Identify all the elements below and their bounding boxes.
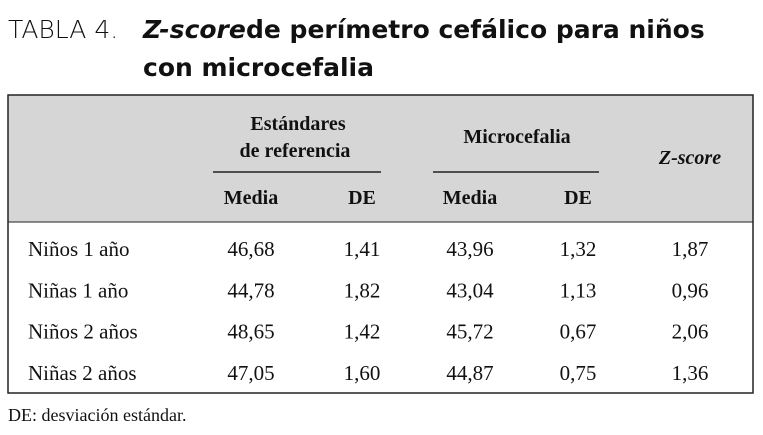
cell: 47,05 xyxy=(227,361,274,385)
subheader: DE xyxy=(348,187,376,209)
subheader: DE xyxy=(564,187,592,209)
cell: 46,68 xyxy=(227,237,274,261)
row-label: Niños 1 año xyxy=(28,237,130,261)
row-label: Niñas 2 años xyxy=(28,361,137,385)
title-line: con microcefalia xyxy=(143,53,374,82)
title-line: de perímetro cefálico para niños xyxy=(246,15,705,44)
cell: 1,41 xyxy=(344,237,381,261)
group-header: Estándares xyxy=(250,113,345,135)
group-header: Z-score xyxy=(658,147,721,169)
subheader: Media xyxy=(224,187,278,209)
cell: 0,75 xyxy=(560,361,597,385)
cell: 1,87 xyxy=(672,237,709,261)
cell: 1,32 xyxy=(560,237,597,261)
group-header: de referencia xyxy=(240,140,351,162)
cell: 45,72 xyxy=(446,320,493,344)
subheader: Media xyxy=(443,187,497,209)
title-label: TABLA 4. xyxy=(8,15,118,44)
row-label: Niños 2 años xyxy=(28,320,138,344)
cell: 44,78 xyxy=(227,278,274,302)
cell: 43,96 xyxy=(446,237,493,261)
header-background xyxy=(8,95,753,222)
footnote: DE: desviación estándar. xyxy=(8,405,186,425)
cell: 1,82 xyxy=(344,278,381,302)
cell: 0,96 xyxy=(672,278,709,302)
row-label: Niñas 1 año xyxy=(28,278,128,302)
group-header: Microcefalia xyxy=(463,126,570,148)
cell: 0,67 xyxy=(560,320,597,344)
cell: 1,60 xyxy=(344,361,381,385)
cell: 1,36 xyxy=(672,361,709,385)
cell: 43,04 xyxy=(446,278,494,302)
table-border xyxy=(7,94,754,394)
cell: 48,65 xyxy=(227,320,274,344)
cell: 2,06 xyxy=(672,320,709,344)
cell: 1,13 xyxy=(560,278,597,302)
cell: 44,87 xyxy=(446,361,493,385)
cell: 1,42 xyxy=(344,320,381,344)
title-emphasis: Z-score xyxy=(142,15,246,44)
